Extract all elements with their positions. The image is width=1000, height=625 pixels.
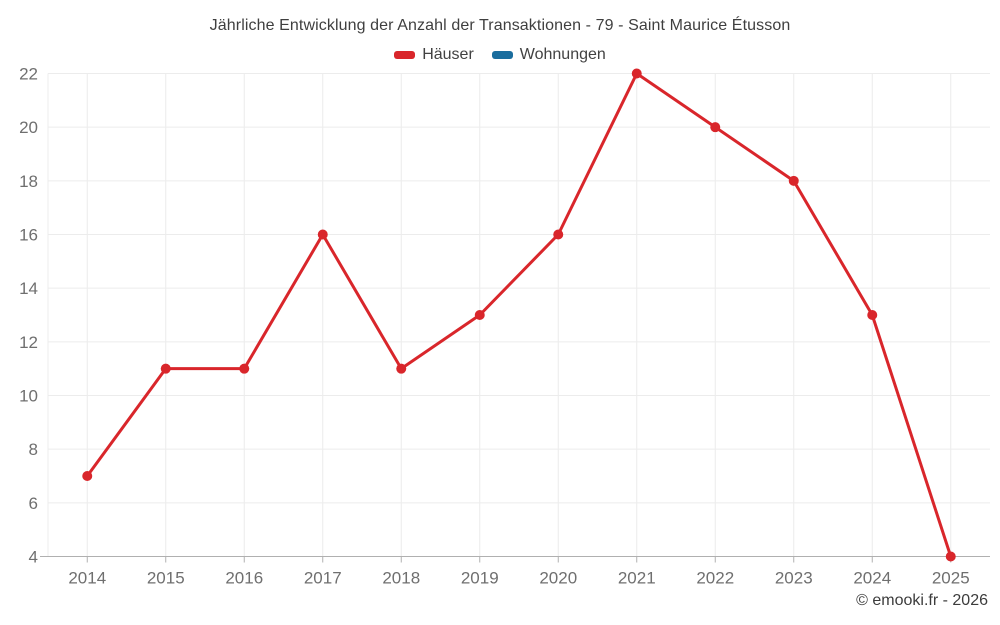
data-point-2015[interactable] [160,363,171,374]
y-axis-label-14: 14 [19,279,38,298]
data-point-2017[interactable] [317,229,328,240]
data-point-2022[interactable] [710,122,721,133]
data-point-2019[interactable] [474,310,485,320]
legend-swatch-hauser-icon [394,51,416,59]
chart-legend: Häuser Wohnungen [0,46,1000,64]
x-axis-label-2020: 2020 [539,569,577,588]
data-point-2018[interactable] [396,363,407,374]
y-axis-label-10: 10 [19,387,38,406]
legend-swatch-wohnungen-icon [491,51,513,59]
data-point-2023[interactable] [788,175,799,186]
series-line-Häuser [85,72,953,558]
y-axis-label-18: 18 [19,172,38,191]
y-axis-label-8: 8 [29,440,38,459]
x-axis-label-2018: 2018 [382,569,420,588]
data-point-2020[interactable] [553,229,564,240]
x-axis-label-2014: 2014 [68,569,106,588]
y-axis-label-16: 16 [19,226,38,245]
x-axis-label-2022: 2022 [696,569,734,588]
x-axis-label-2024: 2024 [853,569,891,588]
legend-item-wohnungen[interactable]: Wohnungen [491,46,606,64]
data-point-2025[interactable] [945,551,956,562]
data-point-2024[interactable] [867,310,878,320]
data-point-2016[interactable] [239,363,250,374]
data-point-2014[interactable] [82,471,93,481]
x-axis-label-2023: 2023 [775,569,813,588]
x-axis-label-2015: 2015 [147,569,185,588]
copyright-text: © emooki.fr - 2026 [856,592,988,609]
legend-item-hauser[interactable]: Häuser [394,46,474,64]
data-point-2021[interactable] [631,68,642,79]
x-axis-label-2019: 2019 [461,569,499,588]
x-axis-label-2021: 2021 [618,569,656,588]
y-axis-label-6: 6 [29,494,38,513]
x-axis-label-2017: 2017 [304,569,342,588]
chart-title: Jährliche Entwicklung der Anzahl der Tra… [209,17,791,34]
x-axis-label-2025: 2025 [932,569,970,588]
legend-label-wohnungen: Wohnungen [519,46,606,63]
y-axis-label-12: 12 [19,333,38,352]
y-axis-label-22: 22 [19,65,38,84]
legend-label-hauser: Häuser [422,46,474,63]
y-axis-label-4: 4 [29,548,38,567]
y-axis-label-20: 20 [19,118,38,137]
x-axis-label-2016: 2016 [225,569,263,588]
